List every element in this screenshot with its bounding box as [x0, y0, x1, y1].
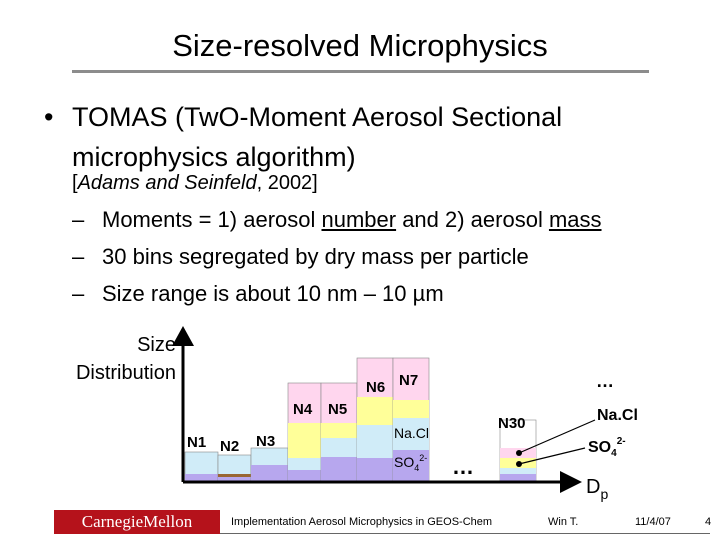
- sub-bullet-bins: –30 bins segregated by dry mass per part…: [72, 244, 529, 270]
- moments-mass: mass: [548, 207, 602, 232]
- footer-course: Implementation Aerosol Microphysics in G…: [231, 516, 493, 528]
- sub-dash: –: [72, 281, 85, 306]
- footer-page-number: 4: [705, 516, 712, 528]
- y-axis-label: Size Distribution: [40, 331, 176, 387]
- bin-so4-superscript: 2-: [419, 453, 427, 463]
- bin-label-n30: N30: [498, 415, 526, 432]
- bin-n4: [287, 382, 322, 483]
- footer-date: 11/4/07: [635, 516, 671, 528]
- y-axis-arrow-icon: [172, 326, 194, 346]
- bin-label-n1: N1: [187, 434, 206, 451]
- bullet-marker: •: [44, 102, 54, 132]
- bin-label-n4: N4: [293, 401, 313, 418]
- sub-bullet-moments: – Moments = 1) aerosol number and 2) aero…: [72, 207, 602, 233]
- title-underline: [72, 70, 649, 73]
- bin-n6: [356, 357, 394, 483]
- axes: [172, 326, 582, 493]
- reference-open: [: [72, 172, 78, 194]
- bin-label-n5: N5: [328, 401, 347, 418]
- footer-rule: [220, 533, 710, 534]
- so4-superscript: 2-: [617, 436, 626, 447]
- so4-base: SO: [588, 439, 611, 456]
- bin-so4-base: SO: [394, 454, 414, 470]
- sub-bullet-range: – Size range is about 10 nm – 10 µm: [72, 281, 444, 307]
- y-axis-label-line2: Distribution: [75, 362, 176, 384]
- bin-n1: [184, 451, 219, 483]
- reference-citation: [Adams and Seinfeld, 2002]: [72, 172, 318, 195]
- bin-label-nacl: Na.Cl: [394, 425, 429, 441]
- bin-label-n3: N3: [256, 433, 275, 450]
- moments-number: number: [321, 207, 397, 232]
- component-label-nacl: Na.Cl: [597, 407, 638, 424]
- moments-pre: Moments = 1) aerosol: [102, 207, 322, 232]
- reference-authors: Adams and Seinfeld: [77, 172, 257, 194]
- bin-label-so4: SO42-: [394, 453, 427, 473]
- x-axis-label-base: D: [586, 476, 600, 498]
- sub-dash: –: [72, 244, 85, 269]
- slide-title: Size-resolved Microphysics: [172, 28, 548, 63]
- ellipsis-top: …: [596, 371, 614, 391]
- bin-n3: [250, 447, 289, 483]
- x-axis-label: Dp: [586, 476, 608, 502]
- so4-subscript: 4: [611, 448, 617, 459]
- x-axis-arrow-icon: [560, 471, 582, 493]
- sub-dash: –: [72, 207, 85, 232]
- bin-so4-subscript: 4: [414, 463, 419, 473]
- footer-author: Win T.: [548, 516, 579, 528]
- reference-year: , 2002]: [256, 172, 318, 194]
- bin-n2: [217, 454, 252, 483]
- university-logo: CarnegieMellon: [54, 510, 220, 534]
- component-pointers: [516, 419, 596, 467]
- bin-label-n6: N6: [366, 379, 385, 396]
- component-label-so4: SO42-: [588, 436, 626, 459]
- bin-n5: [320, 382, 358, 483]
- bin-n7: [392, 357, 430, 483]
- x-axis-label-subscript: p: [600, 486, 608, 502]
- moments-mid: and 2) aerosol: [396, 207, 549, 232]
- range-text: Size range is about 10 nm – 10 µm: [102, 281, 444, 306]
- bins-text: 30 bins segregated by dry mass per parti…: [102, 244, 529, 269]
- y-axis-label-line1: Size: [137, 334, 176, 356]
- bin-label-n7: N7: [399, 372, 418, 389]
- bullet-text: TOMAS (TwO-Moment Aerosol Sectional micr…: [72, 102, 563, 172]
- ellipsis-middle: …: [452, 454, 474, 479]
- bin-label-n2: N2: [220, 438, 239, 455]
